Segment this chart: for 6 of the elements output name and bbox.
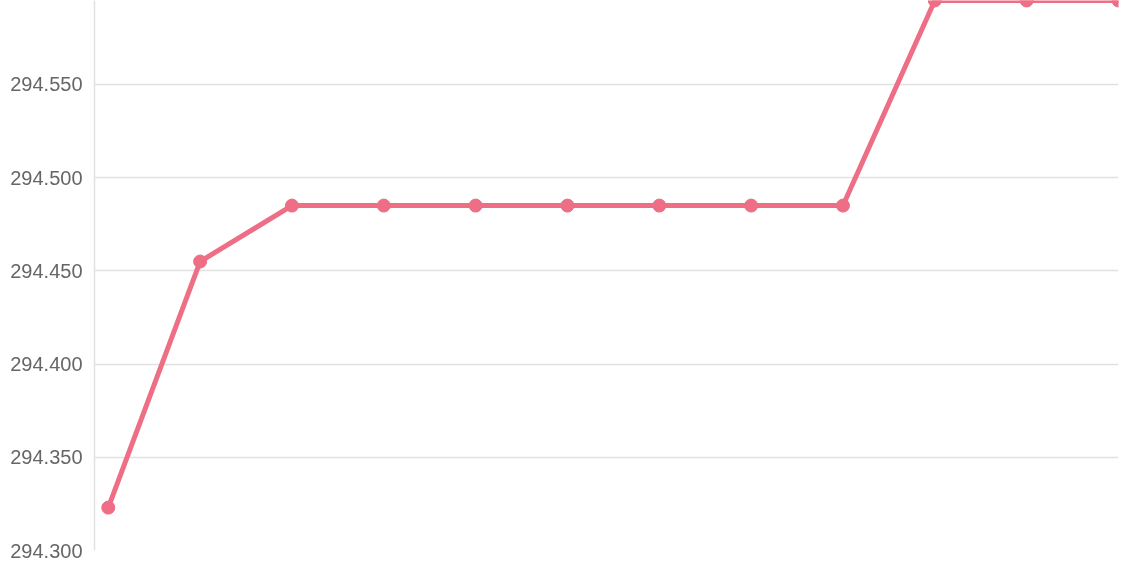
y-tick-label: 294.450 <box>10 259 83 282</box>
y-tick-label: 294.350 <box>10 446 83 469</box>
y-tick-label: 294.550 <box>10 73 83 96</box>
y-tick-label: 294.400 <box>10 353 83 376</box>
y-tick-label: 294.500 <box>10 166 83 189</box>
y-tick-label: 294.300 <box>10 539 83 562</box>
